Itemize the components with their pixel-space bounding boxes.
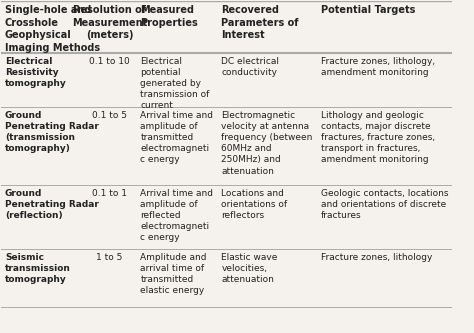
Text: DC electrical
conductivity: DC electrical conductivity bbox=[221, 57, 280, 77]
Text: Recovered
Parameters of
Interest: Recovered Parameters of Interest bbox=[221, 5, 299, 40]
Text: Lithology and geologic
contacts, major discrete
fractures, fracture zones,
trans: Lithology and geologic contacts, major d… bbox=[321, 111, 435, 165]
Text: Locations and
orientations of
reflectors: Locations and orientations of reflectors bbox=[221, 188, 288, 220]
Text: Amplitude and
arrival time of
transmitted
elastic energy: Amplitude and arrival time of transmitte… bbox=[140, 253, 207, 295]
Text: Elastic wave
velocities,
attenuation: Elastic wave velocities, attenuation bbox=[221, 253, 278, 284]
Text: Measured
Properties: Measured Properties bbox=[140, 5, 198, 28]
Text: Arrival time and
amplitude of
reflected
electromagneti
c energy: Arrival time and amplitude of reflected … bbox=[140, 188, 213, 242]
Text: Ground
Penetrating Radar
(reflection): Ground Penetrating Radar (reflection) bbox=[5, 188, 99, 220]
Text: Electrical
Resistivity
tomography: Electrical Resistivity tomography bbox=[5, 57, 67, 88]
Text: Fracture zones, lithology: Fracture zones, lithology bbox=[321, 253, 432, 262]
Text: Arrival time and
amplitude of
transmitted
electromagneti
c energy: Arrival time and amplitude of transmitte… bbox=[140, 111, 213, 165]
Text: 0.1 to 10: 0.1 to 10 bbox=[89, 57, 130, 66]
Text: Seismic
transmission
tomography: Seismic transmission tomography bbox=[5, 253, 71, 284]
Text: Single-hole and
Crosshole
Geophysical
Imaging Methods: Single-hole and Crosshole Geophysical Im… bbox=[5, 5, 100, 53]
Text: Ground
Penetrating Radar
(transmission
tomography): Ground Penetrating Radar (transmission t… bbox=[5, 111, 99, 153]
Text: 1 to 5: 1 to 5 bbox=[96, 253, 123, 262]
Text: Geologic contacts, locations
and orientations of discrete
fractures: Geologic contacts, locations and orienta… bbox=[321, 188, 448, 220]
Text: 0.1 to 1: 0.1 to 1 bbox=[92, 188, 127, 197]
Text: 0.1 to 5: 0.1 to 5 bbox=[92, 111, 127, 120]
Text: Potential Targets: Potential Targets bbox=[321, 5, 415, 15]
Text: Fracture zones, lithology,
amendment monitoring: Fracture zones, lithology, amendment mon… bbox=[321, 57, 435, 77]
Text: Resolution of
Measurement
(meters): Resolution of Measurement (meters) bbox=[72, 5, 147, 40]
Text: Electrical
potential
generated by
transmission of
current: Electrical potential generated by transm… bbox=[140, 57, 210, 110]
Text: Electromagnetic
velocity at antenna
frequency (between
60MHz and
250MHz) and
att: Electromagnetic velocity at antenna freq… bbox=[221, 111, 313, 175]
